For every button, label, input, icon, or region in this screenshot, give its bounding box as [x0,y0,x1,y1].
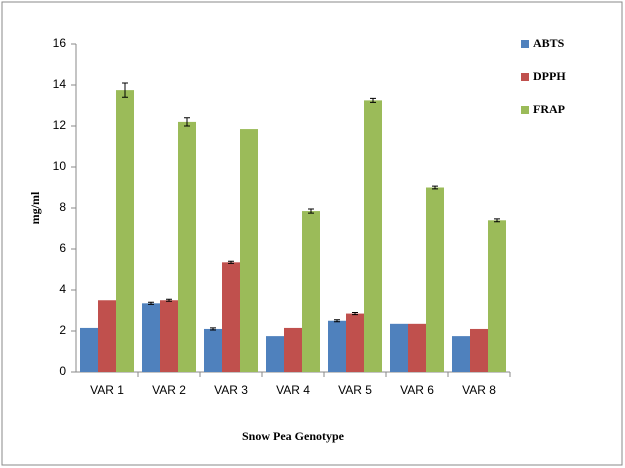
y-tick-label: 14 [53,77,67,91]
error-bar [148,301,154,305]
legend-label: FRAP [533,102,565,116]
error-bar [370,97,376,103]
x-tick-label: VAR 3 [214,383,248,397]
x-tick-label: VAR 4 [276,383,310,397]
x-tick-label: VAR 5 [338,383,372,397]
legend-swatch [521,106,529,114]
bar [142,303,160,372]
bar [328,320,346,372]
legend-swatch [521,73,529,81]
bar [390,323,408,372]
error-bar [228,260,234,264]
bar [426,187,444,372]
error-bar [308,208,314,214]
x-axis-label: Snow Pea Genotype [242,429,345,443]
y-tick-label: 4 [59,282,66,296]
bar [204,328,222,372]
bar [470,328,488,372]
y-tick-label: 16 [53,36,67,50]
bar [80,327,98,372]
legend-swatch [521,40,529,48]
y-axis-label: mg/ml [28,191,42,224]
y-tick-label: 2 [59,323,66,337]
x-tick-label: VAR 1 [90,383,124,397]
bar [160,300,178,372]
y-tick-label: 10 [53,159,67,173]
x-tick-label: VAR 2 [152,383,186,397]
bar [98,300,116,372]
bar [346,313,364,372]
y-tick-label: 8 [59,200,66,214]
error-bar [166,298,172,302]
y-tick-label: 0 [59,364,66,378]
bar [408,323,426,372]
bar [222,262,240,372]
error-bar [210,327,216,331]
error-bar [334,319,340,323]
bar [240,129,258,372]
error-bar [352,312,358,316]
bar [452,336,470,372]
bar [364,100,382,372]
y-tick-label: 12 [53,118,67,132]
bar [284,327,302,372]
bar [302,211,320,372]
x-tick-label: VAR 6 [400,383,434,397]
error-bar [432,185,438,190]
bar [488,220,506,372]
x-tick-label: VAR 8 [462,383,496,397]
bar [178,121,196,373]
legend-label: DPPH [533,69,566,83]
error-bar [494,218,500,223]
bar [266,336,284,372]
y-tick-label: 6 [59,241,66,255]
bar [116,90,134,372]
error-bar [184,117,190,127]
error-bar [122,82,128,98]
legend-label: ABTS [533,36,565,50]
